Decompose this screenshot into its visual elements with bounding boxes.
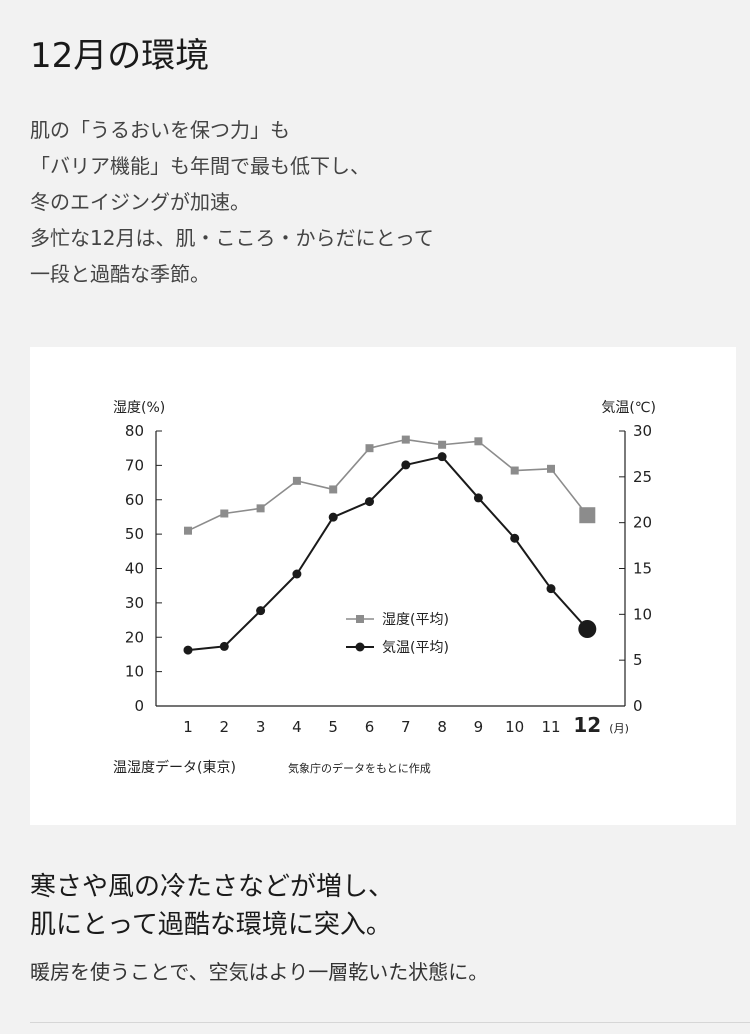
right-tick-label: 15 bbox=[633, 560, 652, 578]
x-tick-label: 6 bbox=[365, 718, 375, 736]
x-tick-label: 12 bbox=[573, 713, 601, 737]
temperature-point bbox=[578, 620, 597, 638]
left-tick-label: 80 bbox=[125, 422, 144, 440]
legend-temperature-label: 気温(平均) bbox=[382, 640, 449, 656]
x-tick-label: 7 bbox=[401, 718, 411, 736]
right-tick-label: 0 bbox=[633, 697, 643, 715]
humidity-point bbox=[365, 444, 374, 453]
x-tick-label: 11 bbox=[541, 718, 560, 736]
x-tick-label: 1 bbox=[183, 718, 193, 736]
temperature-point bbox=[437, 452, 447, 462]
temperature-point bbox=[546, 584, 556, 594]
divider bbox=[30, 1022, 750, 1023]
temperature-point bbox=[183, 645, 193, 655]
humidity-point bbox=[184, 526, 192, 535]
intro-line: 一段と過酷な季節。 bbox=[30, 262, 210, 286]
left-tick-label: 50 bbox=[125, 525, 144, 543]
temperature-point bbox=[510, 533, 520, 543]
right-tick-label: 20 bbox=[633, 514, 652, 532]
temperature-point bbox=[473, 493, 483, 503]
left-tick-label: 30 bbox=[125, 594, 144, 612]
x-unit-label: (月) bbox=[609, 722, 629, 735]
closing-subtext: 暖房を使うことで、空気はより一層乾いた状態に。 bbox=[30, 960, 489, 984]
x-tick-label: 3 bbox=[256, 718, 266, 736]
x-tick-label: 10 bbox=[505, 718, 524, 736]
left-tick-label: 10 bbox=[125, 663, 144, 681]
section-title: 12月の環境 bbox=[30, 36, 210, 76]
temperature-point bbox=[219, 641, 229, 651]
x-tick-label: 8 bbox=[437, 718, 447, 736]
humidity-point bbox=[401, 435, 410, 444]
humidity-point bbox=[329, 485, 338, 494]
closing-heading-line: 肌にとって過酷な環境に突入。 bbox=[30, 910, 392, 940]
right-tick-label: 25 bbox=[633, 468, 652, 486]
chart-footnote: 温湿度データ(東京) bbox=[113, 759, 236, 776]
humidity-point bbox=[510, 466, 519, 475]
left-axis-label: 湿度(%) bbox=[113, 400, 165, 416]
humidity-point bbox=[474, 437, 483, 446]
right-tick-label: 30 bbox=[633, 422, 652, 440]
left-tick-label: 40 bbox=[125, 560, 144, 578]
left-tick-label: 70 bbox=[125, 456, 144, 474]
climate-chart-card: 0 10 20 30 40 50 60 70 80 0 5 10 15 20 25 30 1 2 3 4 5 6 7 8 9 10… bbox=[30, 347, 736, 825]
intro-line: 肌の「うるおいを保つ力」も bbox=[30, 118, 290, 142]
humidity-point bbox=[438, 440, 447, 449]
temperature-point bbox=[256, 606, 266, 616]
temperature-line bbox=[187, 455, 589, 652]
left-tick-label: 20 bbox=[125, 628, 144, 646]
humidity-point bbox=[256, 504, 265, 513]
right-tick-label: 10 bbox=[633, 605, 652, 623]
right-tick-label: 5 bbox=[633, 651, 643, 669]
humidity-point bbox=[547, 464, 555, 473]
temperature-point bbox=[292, 569, 302, 579]
temperature-point bbox=[401, 460, 411, 470]
chart-source-note: 気象庁のデータをもとに作成 bbox=[288, 761, 431, 775]
x-tick-label: 5 bbox=[328, 718, 338, 736]
closing-heading-line: 寒さや風の冷たさなどが増し、 bbox=[30, 872, 395, 902]
intro-line: 「バリア機能」も年間で最も低下し、 bbox=[30, 154, 370, 178]
closing-heading: 寒さや風の冷たさなどが増し、 肌にとって過酷な環境に突入。 bbox=[30, 868, 394, 944]
legend-humidity-marker bbox=[356, 615, 364, 623]
legend-temperature-marker bbox=[355, 642, 365, 652]
humidity-line bbox=[187, 438, 588, 532]
legend-humidity-label: 湿度(平均) bbox=[382, 612, 449, 628]
humidity-point bbox=[579, 507, 596, 524]
right-axis-label: 気温(℃) bbox=[601, 400, 656, 416]
temperature-point bbox=[328, 512, 338, 522]
left-tick-label: 0 bbox=[134, 697, 144, 715]
x-tick-label: 9 bbox=[474, 718, 484, 736]
temperature-point bbox=[365, 497, 374, 507]
intro-line: 冬のエイジングが加速。 bbox=[30, 190, 250, 214]
intro-line: 多忙な12月は、肌・こころ・からだにとって bbox=[30, 226, 434, 250]
intro-text: 肌の「うるおいを保つ力」も 「バリア機能」も年間で最も低下し、 冬のエイジングが… bbox=[30, 112, 434, 292]
x-tick-label: 4 bbox=[292, 718, 302, 736]
left-tick-label: 60 bbox=[125, 491, 144, 509]
humidity-point bbox=[292, 476, 301, 485]
x-tick-label: 2 bbox=[220, 718, 230, 736]
humidity-point bbox=[220, 509, 229, 518]
